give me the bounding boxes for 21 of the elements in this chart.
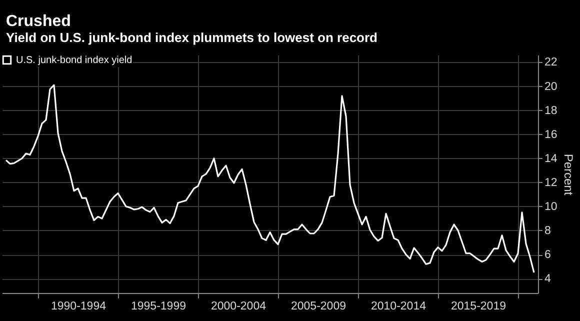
x-tick-label: 2005-2009 bbox=[291, 300, 346, 312]
legend-label: U.S. junk-bond index yield bbox=[16, 55, 132, 66]
chart-title: Crushed bbox=[6, 13, 71, 30]
y-tick-label: 6 bbox=[544, 249, 551, 262]
x-tick-label: 1990-1994 bbox=[51, 300, 107, 312]
y-tick-label: 20 bbox=[544, 80, 558, 93]
line-series bbox=[5, 84, 535, 274]
x-tick-label: 2015-2019 bbox=[451, 300, 506, 312]
y-tick-label: 10 bbox=[544, 200, 558, 213]
y-tick-label: 8 bbox=[544, 224, 551, 237]
y-tick-label: 18 bbox=[544, 104, 558, 117]
y-axis-title: Percent bbox=[561, 154, 576, 196]
y-tick-label: 22 bbox=[544, 56, 558, 69]
y-tick-label: 12 bbox=[544, 176, 558, 189]
y-tick-label: 4 bbox=[544, 273, 552, 286]
x-tick-label: 2010-2014 bbox=[371, 300, 427, 312]
y-tick-label: 16 bbox=[544, 128, 558, 141]
x-tick-label: 1995-1999 bbox=[131, 300, 186, 312]
y-tick-label: 14 bbox=[544, 152, 558, 165]
x-tick-label: 2000-2004 bbox=[211, 300, 267, 312]
chart-subtitle: Yield on U.S. junk-bond index plummets to lowest on record bbox=[6, 30, 378, 45]
